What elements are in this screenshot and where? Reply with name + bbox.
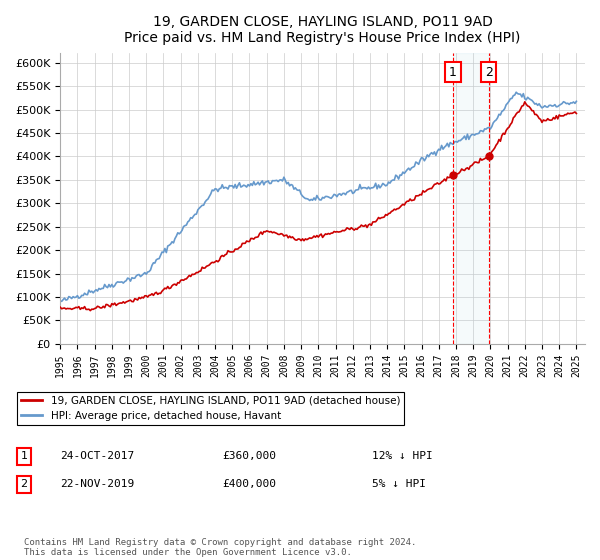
Text: £360,000: £360,000 [222, 451, 276, 461]
Text: 5% ↓ HPI: 5% ↓ HPI [372, 479, 426, 489]
Bar [453, 53, 488, 344]
Legend: 19, GARDEN CLOSE, HAYLING ISLAND, PO11 9AD (detached house), HPI: Average price,: 19, GARDEN CLOSE, HAYLING ISLAND, PO11 9… [17, 391, 404, 425]
Text: 2: 2 [20, 479, 28, 489]
Text: 2: 2 [485, 66, 493, 78]
Text: 24-OCT-2017: 24-OCT-2017 [60, 451, 134, 461]
Text: 1: 1 [20, 451, 28, 461]
Text: Contains HM Land Registry data © Crown copyright and database right 2024.
This d: Contains HM Land Registry data © Crown c… [24, 538, 416, 557]
Title: 19, GARDEN CLOSE, HAYLING ISLAND, PO11 9AD
Price paid vs. HM Land Registry's Hou: 19, GARDEN CLOSE, HAYLING ISLAND, PO11 9… [124, 15, 521, 45]
Text: £400,000: £400,000 [222, 479, 276, 489]
Text: 1: 1 [449, 66, 457, 78]
Text: 12% ↓ HPI: 12% ↓ HPI [372, 451, 433, 461]
Text: 22-NOV-2019: 22-NOV-2019 [60, 479, 134, 489]
